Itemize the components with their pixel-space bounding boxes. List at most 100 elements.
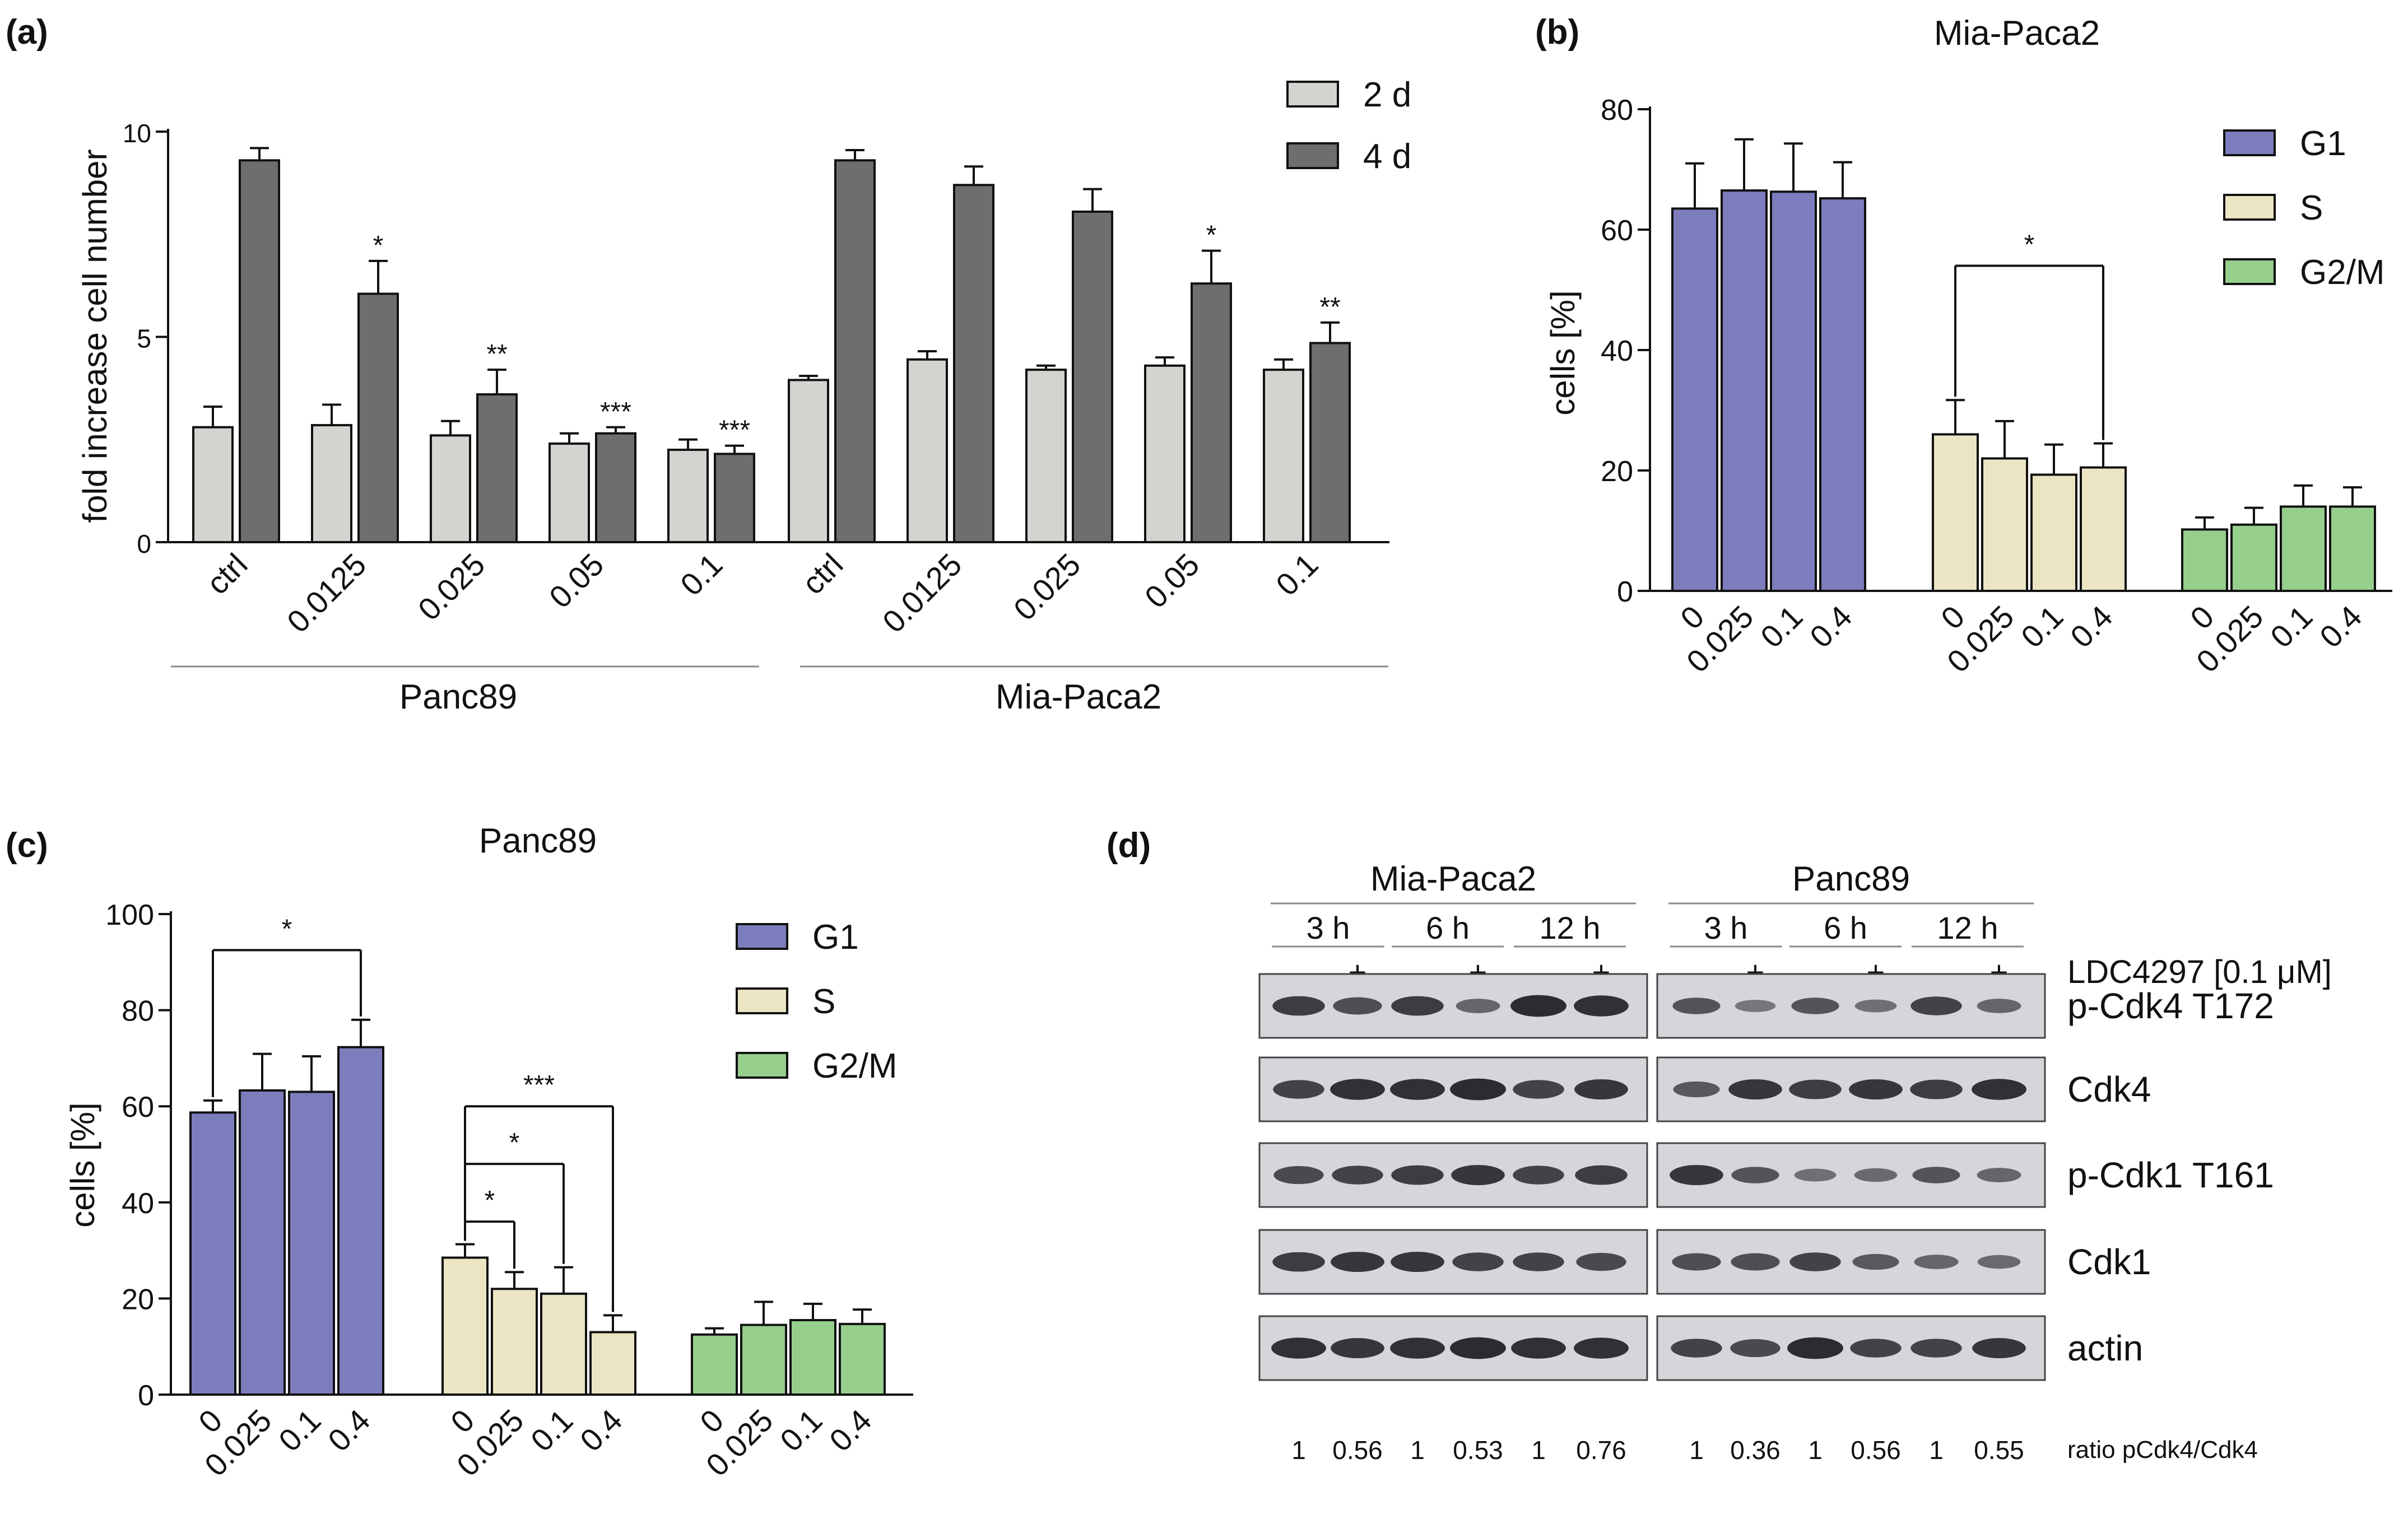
- blot-band: [1331, 1337, 1384, 1359]
- bar-2d: [192, 426, 234, 544]
- y-tick-label: 5: [137, 324, 151, 353]
- x-tick-label: ctrl: [199, 547, 254, 601]
- ratio-value: 0.56: [1851, 1436, 1901, 1465]
- ratio-value: 1: [1291, 1436, 1306, 1465]
- significance-label: *: [485, 1186, 495, 1215]
- blot-band: [1513, 1252, 1564, 1271]
- x-tick-label: 0.025: [1007, 547, 1087, 627]
- significance-label: *: [282, 914, 292, 944]
- significance-label: **: [1319, 292, 1340, 322]
- legend-swatch: [2223, 258, 2276, 285]
- y-tick-label: 20: [122, 1283, 154, 1316]
- x-tick-label: 0.05: [1138, 547, 1206, 615]
- protein-label: Cdk1: [2067, 1242, 2151, 1282]
- legend-swatch: [736, 987, 788, 1014]
- time-label: 6 h: [1426, 910, 1470, 945]
- bar-2d: [1263, 369, 1304, 543]
- blot-band: [1574, 1079, 1628, 1100]
- blot-band: [1333, 997, 1382, 1015]
- blot-band: [1731, 1167, 1779, 1183]
- significance-label: *: [373, 231, 384, 260]
- blot-band: [1510, 995, 1566, 1017]
- bar-2d: [430, 434, 471, 543]
- cell-line-label: Panc89: [1792, 860, 1910, 898]
- x-tick-label: 0.1: [673, 547, 729, 603]
- blot-band: [1331, 1251, 1384, 1273]
- blot-band: [1574, 995, 1629, 1017]
- blot-band: [1672, 1253, 1721, 1271]
- bar-g2m: [2230, 523, 2277, 592]
- legend-label: 4 d: [1363, 137, 1411, 176]
- bar-s: [1932, 433, 1979, 592]
- bar-2d: [667, 449, 709, 544]
- y-tick-label: 0: [137, 529, 151, 558]
- ratio-value: 1: [1689, 1436, 1704, 1465]
- bar-4d: [1191, 282, 1232, 543]
- blot-band: [1794, 1168, 1837, 1182]
- panel-a-bars: ************: [192, 147, 1351, 544]
- panel-c-bar-chart: (c) Panc89 cells [%] 0 20 40 60 80 100 00.025…: [6, 822, 913, 1483]
- significance-label: ***: [719, 416, 750, 445]
- blot-band: [1912, 1167, 1960, 1183]
- legend-label: S: [812, 982, 835, 1021]
- bar-2d: [1025, 369, 1067, 543]
- ratio-value: 0.53: [1453, 1436, 1503, 1465]
- legend-swatch: [736, 923, 788, 950]
- blot-strip: [1656, 1229, 2046, 1295]
- blot-band: [1850, 1339, 1902, 1358]
- x-tick-label: 0.05: [542, 547, 611, 615]
- blot-band: [1670, 1164, 1723, 1186]
- ratio-value: 1: [1929, 1436, 1944, 1465]
- blot-band: [1910, 1339, 1962, 1358]
- legend-swatch: [1286, 142, 1339, 169]
- bar-g2m: [2181, 528, 2228, 592]
- bar-2d: [311, 424, 352, 543]
- x-tick-label: 0.1: [1754, 599, 1810, 655]
- blot-band: [1728, 1079, 1782, 1100]
- significance-label: ***: [523, 1070, 555, 1100]
- y-tick-label: 0: [1617, 576, 1633, 608]
- bar-2d: [907, 358, 948, 543]
- bar-4d: [953, 184, 994, 544]
- blot-band: [1390, 1079, 1445, 1100]
- blot-band: [1450, 1078, 1506, 1101]
- blot-band: [1273, 1166, 1324, 1185]
- blot-band: [1977, 1168, 2021, 1182]
- blot-band: [1914, 1255, 1959, 1269]
- protein-label: Cdk4: [2067, 1069, 2151, 1110]
- blot-band: [1671, 1339, 1722, 1358]
- blot-band: [1735, 1000, 1776, 1012]
- legend-swatch: [736, 1052, 788, 1079]
- y-tick-label: 80: [1601, 94, 1633, 127]
- time-label: 3 h: [1307, 910, 1350, 945]
- legend-swatch: [2223, 129, 2276, 156]
- blot-band: [1513, 1080, 1564, 1099]
- bar-2d: [548, 442, 590, 544]
- legend-label: G2/M: [2300, 253, 2385, 292]
- blot-band: [1789, 1079, 1842, 1099]
- y-tick-label: 60: [1601, 215, 1633, 247]
- panel-b-y-axis-label: cells [%]: [1544, 290, 1582, 415]
- panel-c-title: Panc89: [479, 822, 597, 860]
- blot-band: [1731, 1253, 1780, 1271]
- y-tick-label: 0: [138, 1379, 154, 1412]
- ratio-value: 1: [1531, 1436, 1546, 1465]
- panel-c-bars: [189, 1018, 886, 1396]
- x-tick-label: 0.025: [411, 547, 492, 627]
- bar-g1: [1721, 189, 1768, 592]
- time-label: 12 h: [1937, 910, 1998, 945]
- blot-band: [1513, 1166, 1564, 1185]
- panel-a-tick-labels: ctrl 0.0125 0.025 0.05 0.1 ctrl 0.0125 0.025 0.0…: [199, 547, 1324, 640]
- bar-s: [441, 1256, 489, 1396]
- panel-b-bars: [1671, 138, 2376, 593]
- bar-2d: [1144, 364, 1186, 543]
- y-tick-label: 10: [123, 119, 151, 148]
- y-tick-label: 60: [122, 1091, 154, 1124]
- ratio-value: 0.76: [1576, 1436, 1626, 1465]
- significance-label: *: [509, 1128, 520, 1158]
- blot-band: [1673, 1081, 1720, 1098]
- x-tick-label: 0.0125: [280, 547, 373, 640]
